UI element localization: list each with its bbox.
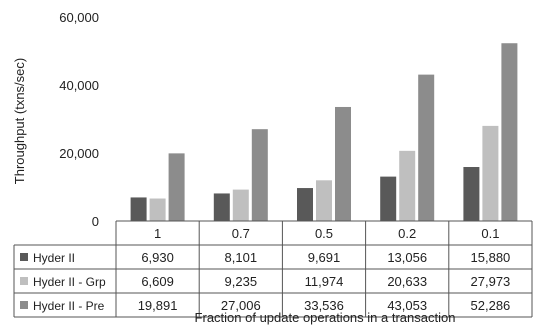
table-cell-value: 27,006: [221, 298, 261, 313]
bar-hyder-ii-grp-2: [316, 180, 332, 221]
table-cell-value: 6,930: [141, 250, 174, 265]
bar-hyder-ii-0: [130, 197, 147, 221]
bar-hyder-ii-pre-0: [168, 153, 185, 221]
table-cell-value: 43,053: [387, 298, 427, 313]
bar-hyder-ii-2: [297, 188, 313, 221]
table-cell-value: 13,056: [387, 250, 427, 265]
table-cell-value: 6,609: [141, 274, 174, 289]
bar-hyder-ii-pre-3: [418, 74, 435, 221]
y-axis: 0 20,000 40,000 60,000: [59, 10, 99, 229]
bar-hyder-ii-1: [213, 193, 230, 221]
legend-swatch: [20, 301, 28, 309]
legend-swatch: [20, 253, 28, 261]
table-cell-value: 52,286: [471, 298, 511, 313]
bar-hyder-ii-3: [380, 176, 397, 221]
legend-label: Hyder II - Grp: [33, 275, 106, 289]
bar-hyder-ii-grp-1: [232, 189, 249, 221]
table-cell-value: 8,101: [225, 250, 258, 265]
y-axis-label: Throughput (txns/sec): [12, 58, 27, 184]
legend-label: Hyder II: [33, 251, 75, 265]
bar-hyder-ii-grp-0: [149, 198, 166, 221]
y-tick-label: 0: [92, 214, 99, 229]
table-cell-value: 33,536: [304, 298, 344, 313]
table-cell-value: 27,973: [471, 274, 511, 289]
bar-hyder-ii-4: [463, 167, 480, 221]
category-label: 1: [154, 226, 161, 241]
y-tick-label: 40,000: [59, 78, 99, 93]
bar-hyder-ii-grp-3: [399, 150, 416, 221]
bar-hyder-ii-pre-2: [335, 106, 351, 221]
y-tick-label: 20,000: [59, 146, 99, 161]
table-cell-value: 11,974: [305, 274, 344, 289]
category-label: 0.2: [398, 226, 416, 241]
table-cell-value: 15,880: [471, 250, 511, 265]
table-cell-value: 9,691: [308, 250, 341, 265]
table-cell-value: 19,891: [138, 298, 178, 313]
legend-swatch: [20, 277, 28, 285]
category-label: 0.1: [481, 226, 499, 241]
y-tick-label: 60,000: [59, 10, 99, 25]
table-cell-value: 9,235: [225, 274, 258, 289]
bar-hyder-ii-pre-4: [501, 43, 518, 221]
category-label: 0.5: [315, 226, 333, 241]
table-cell-value: 20,633: [387, 274, 427, 289]
bar-hyder-ii-pre-1: [251, 129, 268, 221]
bar-hyder-ii-grp-4: [482, 125, 499, 221]
legend-label: Hyder II - Pre: [33, 299, 105, 313]
data-table: 1 0.7 0.5 0.2 0.1 Hyder II 6,930 8,101 9,691 13,0…: [13, 220, 533, 318]
x-axis-label: Fraction of update operations in a trans…: [195, 310, 456, 325]
category-label: 0.7: [232, 226, 250, 241]
bars: [130, 43, 518, 221]
